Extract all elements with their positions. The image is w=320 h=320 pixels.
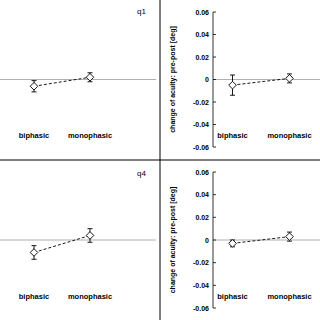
marks bbox=[30, 229, 94, 260]
marks bbox=[30, 73, 94, 92]
panel: 0.06 0.04 0.02 0 -0.02 -0.04 -0.06 change of ac… bbox=[169, 169, 320, 312]
y-tick-label: 0.06 bbox=[195, 9, 209, 16]
marker bbox=[30, 249, 38, 257]
y-tick bbox=[213, 194, 216, 195]
y-tick-label: 0.04 bbox=[195, 191, 209, 198]
marker bbox=[229, 240, 237, 248]
panel: 0.06 0.04 0.02 0 -0.02 -0.04 -0.06 change of ac… bbox=[169, 9, 320, 151]
panel: q4 biphasic monophasic bbox=[0, 169, 156, 301]
x-tick-label: biphasic bbox=[217, 131, 247, 140]
x-tick-label: biphasic bbox=[19, 292, 49, 301]
marker bbox=[86, 73, 94, 81]
marker bbox=[86, 232, 94, 240]
reference-line bbox=[0, 79, 156, 80]
y-tick-label: -0.02 bbox=[193, 99, 209, 106]
y-tick-label: -0.06 bbox=[193, 144, 209, 151]
y-tick-label: -0.02 bbox=[193, 259, 209, 266]
y-tick-label: 0.06 bbox=[195, 169, 209, 176]
y-tick bbox=[213, 102, 216, 103]
marks bbox=[229, 74, 294, 95]
y-tick-label: 0.02 bbox=[195, 54, 209, 61]
figure: q1 biphasic monophasic 0.06 0.04 0.02 0 -0.02 -0… bbox=[0, 0, 320, 320]
x-tick-label: biphasic bbox=[217, 292, 247, 301]
y-tick bbox=[213, 34, 216, 35]
marker bbox=[286, 233, 294, 241]
y-tick-label: 0 bbox=[205, 237, 209, 244]
y-tick bbox=[213, 57, 216, 58]
y-tick bbox=[213, 285, 216, 286]
y-tick-label: -0.04 bbox=[193, 121, 209, 128]
series-line bbox=[34, 235, 90, 252]
y-tick bbox=[213, 12, 216, 13]
reference-line bbox=[213, 79, 320, 80]
series-line bbox=[233, 237, 290, 244]
marker bbox=[286, 75, 294, 83]
y-tick-label: 0.04 bbox=[195, 31, 209, 38]
x-tick-label: biphasic bbox=[19, 131, 49, 140]
x-tick-label: monophasic bbox=[68, 131, 112, 140]
y-tick-label: 0.02 bbox=[195, 214, 209, 221]
panel-title: q4 bbox=[137, 169, 146, 178]
y-axis-label: change of acuity: pre-post [deg] bbox=[169, 26, 177, 133]
y-axis-label: change of acuity: pre-post [deg] bbox=[169, 187, 177, 294]
y-tick-label: -0.04 bbox=[193, 282, 209, 289]
y-tick bbox=[213, 262, 216, 263]
y-tick-label: 0 bbox=[205, 76, 209, 83]
panel-title: q1 bbox=[137, 7, 146, 16]
reference-line bbox=[213, 240, 320, 241]
y-tick bbox=[213, 240, 216, 241]
x-tick-label: monophasic bbox=[267, 131, 311, 140]
marker bbox=[229, 81, 237, 89]
y-tick bbox=[213, 79, 216, 80]
y-tick bbox=[213, 172, 216, 173]
marker bbox=[30, 82, 38, 90]
y-tick bbox=[213, 217, 216, 218]
series-line bbox=[34, 77, 90, 86]
x-tick-label: monophasic bbox=[68, 292, 112, 301]
y-tick-label: -0.06 bbox=[193, 305, 209, 312]
y-tick bbox=[213, 308, 216, 309]
reference-line bbox=[0, 240, 156, 241]
divider bbox=[0, 160, 320, 161]
marks bbox=[229, 232, 294, 247]
x-tick-label: monophasic bbox=[267, 292, 311, 301]
y-tick bbox=[213, 147, 216, 148]
y-tick bbox=[213, 124, 216, 125]
series-line bbox=[233, 78, 290, 85]
panel: q1 biphasic monophasic bbox=[0, 7, 156, 140]
